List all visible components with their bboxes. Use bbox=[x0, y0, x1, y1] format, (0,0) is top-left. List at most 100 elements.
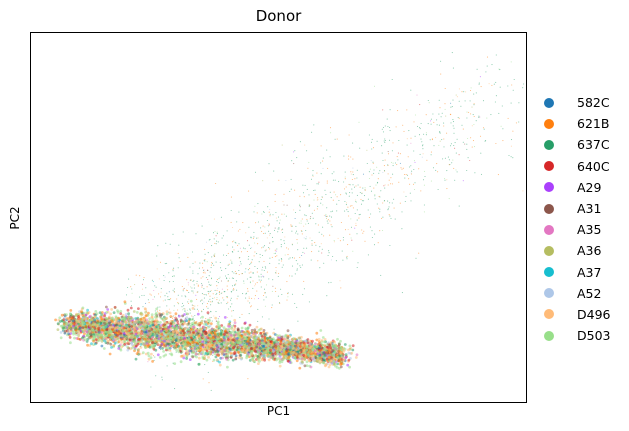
scatter-point bbox=[264, 336, 267, 340]
scatter-point bbox=[248, 323, 252, 327]
scatter-point bbox=[322, 361, 325, 365]
scatter-point bbox=[226, 365, 229, 369]
scatter-point bbox=[215, 358, 219, 362]
scatter-point bbox=[292, 337, 295, 340]
scatter-point bbox=[119, 312, 123, 315]
scatter-point bbox=[214, 332, 217, 336]
scatter-point bbox=[189, 299, 193, 303]
scatter-point bbox=[148, 324, 152, 328]
scatter-point bbox=[129, 306, 133, 310]
scatter-point bbox=[116, 334, 119, 337]
scatter-point bbox=[319, 359, 322, 363]
scatter-point bbox=[90, 316, 94, 319]
scatter-point bbox=[60, 313, 64, 317]
scatter-point bbox=[56, 322, 60, 326]
scatter-point bbox=[117, 344, 121, 348]
scatter-point bbox=[199, 328, 203, 331]
scatter-point bbox=[168, 348, 172, 352]
scatter-point bbox=[255, 325, 259, 329]
scatter-point bbox=[126, 308, 130, 312]
scatter-point bbox=[144, 319, 147, 323]
scatter-point bbox=[81, 336, 84, 340]
scatter-point bbox=[80, 310, 83, 314]
scatter-point bbox=[218, 363, 222, 367]
scatter-point bbox=[67, 325, 71, 329]
scatter-point bbox=[180, 324, 184, 328]
scatter-point bbox=[200, 319, 204, 323]
scatter-point bbox=[133, 339, 137, 343]
scatter-point bbox=[151, 335, 155, 339]
scatter-point bbox=[300, 335, 303, 339]
scatter-point bbox=[348, 365, 351, 369]
scatter-point bbox=[179, 355, 183, 358]
scatter-point bbox=[149, 356, 153, 360]
scatter-point bbox=[294, 341, 298, 345]
scatter-point bbox=[72, 332, 75, 336]
scatter-point bbox=[232, 346, 235, 350]
scatter-point bbox=[54, 318, 57, 322]
scatter-point bbox=[94, 310, 98, 313]
scatter-point bbox=[168, 311, 172, 315]
scatter-point bbox=[259, 332, 263, 335]
scatter-point bbox=[257, 343, 261, 346]
scatter-point bbox=[109, 312, 112, 316]
scatter-point bbox=[86, 328, 89, 332]
scatter-point bbox=[148, 329, 151, 333]
scatter-point bbox=[200, 348, 204, 351]
scatter-point bbox=[202, 356, 206, 360]
scatter-point bbox=[184, 333, 188, 336]
scatter-point bbox=[185, 323, 189, 326]
scatter-point bbox=[64, 321, 68, 325]
scatter-point bbox=[173, 362, 177, 365]
scatter-point bbox=[75, 337, 79, 340]
scatter-point bbox=[228, 347, 232, 351]
scatter-point bbox=[288, 348, 292, 352]
scatter-point bbox=[196, 331, 200, 335]
scatter-point bbox=[298, 366, 302, 370]
scatter-point bbox=[96, 319, 100, 323]
scatter-point bbox=[271, 356, 275, 359]
scatter-point bbox=[129, 327, 132, 331]
scatter-point bbox=[69, 341, 72, 345]
scatter-point bbox=[183, 313, 186, 316]
scatter-point bbox=[114, 331, 118, 335]
scatter-point bbox=[338, 359, 341, 363]
scatter-point bbox=[322, 340, 326, 344]
scatter-point bbox=[182, 356, 186, 360]
scatter-point bbox=[161, 347, 164, 350]
scatter-point bbox=[197, 356, 201, 360]
scatter-point bbox=[151, 323, 155, 327]
scatter-point bbox=[97, 326, 101, 330]
scatter-point bbox=[159, 321, 162, 324]
scatter-point bbox=[346, 348, 350, 352]
scatter-point bbox=[77, 327, 81, 331]
scatter-point bbox=[110, 308, 113, 311]
scatter-point bbox=[239, 353, 243, 357]
scatter-point bbox=[286, 346, 290, 349]
scatter-point bbox=[139, 311, 143, 315]
scatter-point bbox=[77, 318, 81, 321]
scatter-point bbox=[155, 315, 159, 319]
scatter-point bbox=[165, 312, 169, 316]
scatter-point bbox=[286, 329, 290, 333]
scatter-point bbox=[103, 339, 106, 343]
scatter-point bbox=[105, 320, 109, 323]
scatter-point bbox=[109, 323, 113, 327]
scatter-point bbox=[286, 359, 290, 363]
scatter-point bbox=[71, 329, 75, 332]
scatter-point bbox=[233, 321, 237, 325]
scatter-point bbox=[123, 338, 126, 342]
scatter-point bbox=[146, 351, 150, 355]
scatter-point bbox=[210, 328, 214, 331]
scatter-point bbox=[123, 343, 126, 346]
scatter-point bbox=[143, 346, 147, 349]
scatter-point bbox=[92, 339, 96, 343]
scatter-point bbox=[166, 346, 170, 350]
scatter-point bbox=[279, 352, 283, 356]
scatter-point bbox=[272, 338, 276, 342]
scatter-point bbox=[250, 357, 254, 361]
scatter-point bbox=[111, 325, 114, 329]
scatter-point bbox=[304, 339, 307, 343]
scatter-point bbox=[119, 348, 123, 352]
scatter-point bbox=[267, 340, 271, 344]
